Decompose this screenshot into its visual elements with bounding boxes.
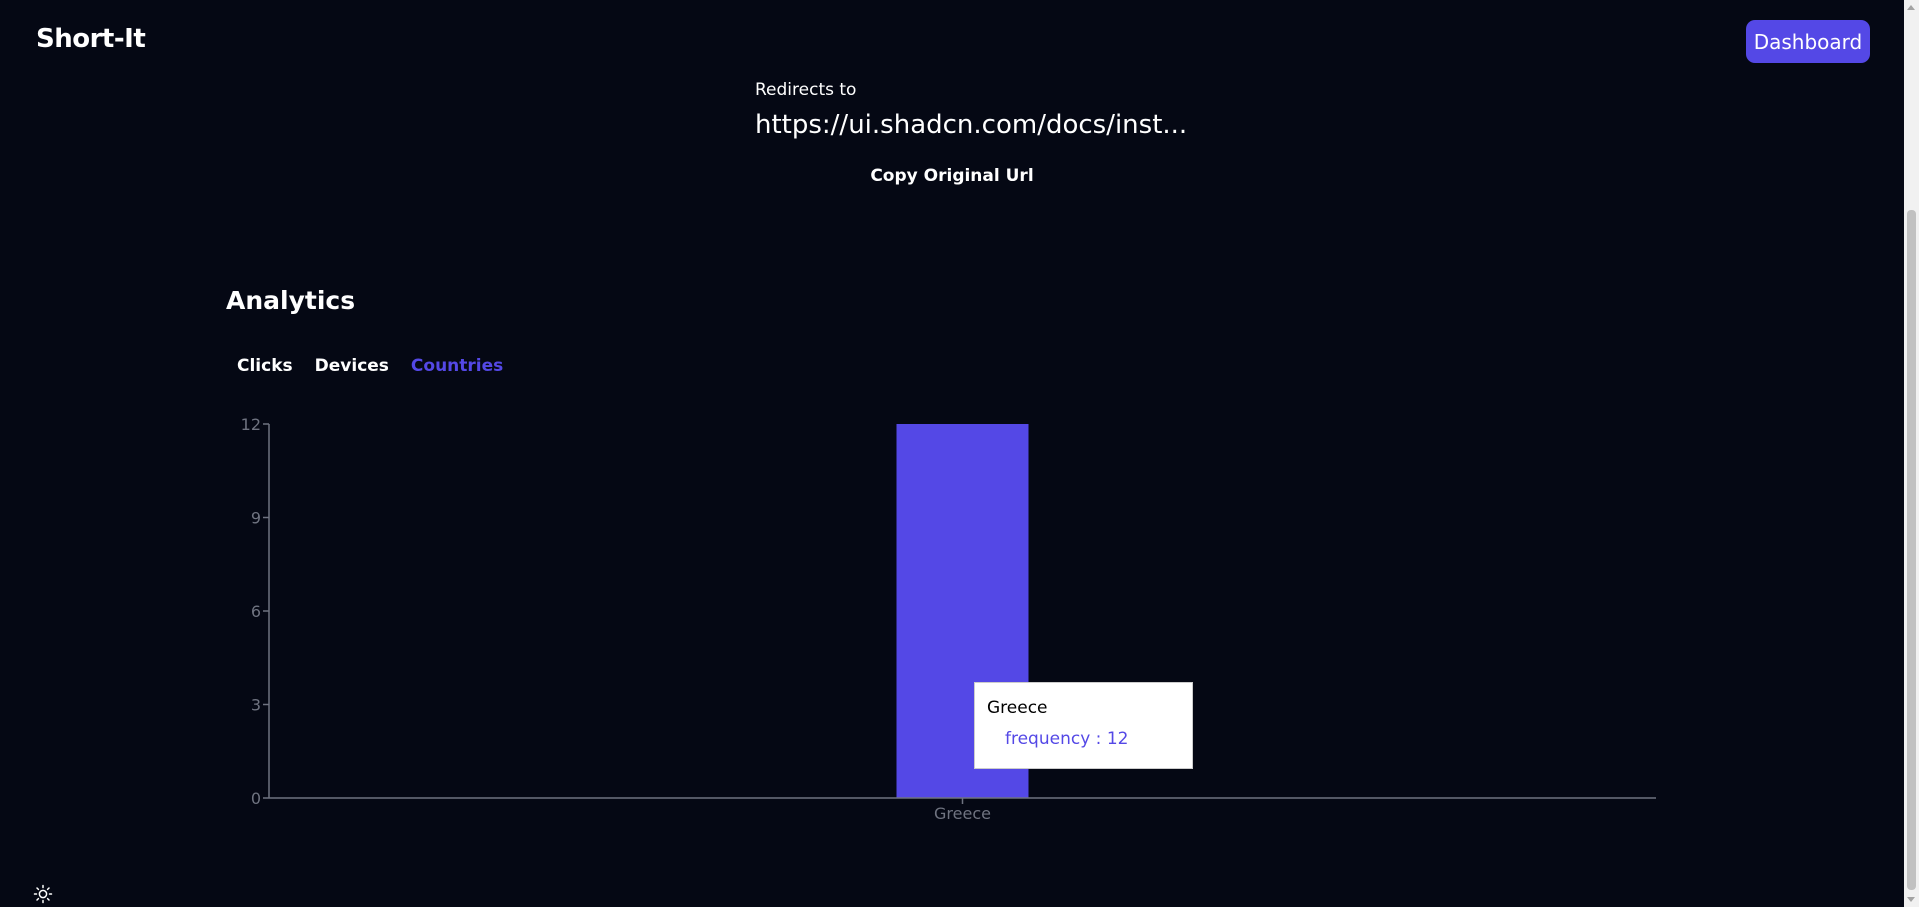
sun-icon [33, 884, 53, 904]
tooltip-title: Greece [987, 698, 1048, 718]
y-tick-label: 6 [251, 602, 261, 621]
tooltip-value-row: frequency : 12 [1005, 729, 1128, 749]
analytics-title: Analytics [226, 286, 356, 315]
y-tick-label: 3 [251, 696, 261, 715]
dashboard-button[interactable]: Dashboard [1746, 20, 1870, 63]
scroll-down-arrow-icon[interactable] [1907, 897, 1915, 902]
y-tick-label: 0 [251, 789, 261, 808]
tooltip-series-name: frequency [1005, 729, 1091, 749]
theme-toggle-button[interactable] [32, 883, 54, 905]
y-tick-label: 12 [241, 415, 261, 434]
scrollbar-thumb[interactable] [1907, 210, 1916, 890]
page-scrollbar[interactable] [1904, 0, 1919, 907]
tooltip-separator: : [1090, 729, 1107, 749]
redirect-label: Redirects to [755, 80, 857, 100]
analytics-tabs: Clicks Devices Countries [237, 356, 503, 376]
copy-original-url-button[interactable]: Copy Original Url [862, 166, 1042, 186]
scroll-up-arrow-icon[interactable] [1907, 5, 1915, 10]
tab-countries[interactable]: Countries [410, 356, 504, 376]
tooltip-value: 12 [1106, 729, 1129, 749]
y-tick-label: 9 [251, 509, 261, 528]
tab-clicks[interactable]: Clicks [237, 356, 293, 376]
original-url: https://ui.shadcn.com/docs/inst... [755, 110, 1188, 140]
tab-devices[interactable]: Devices [314, 356, 389, 376]
x-tick-label: Greece [934, 804, 991, 823]
chart-tooltip: Greece frequency : 12 [974, 682, 1193, 769]
brand-logo[interactable]: Short-It [36, 24, 146, 54]
